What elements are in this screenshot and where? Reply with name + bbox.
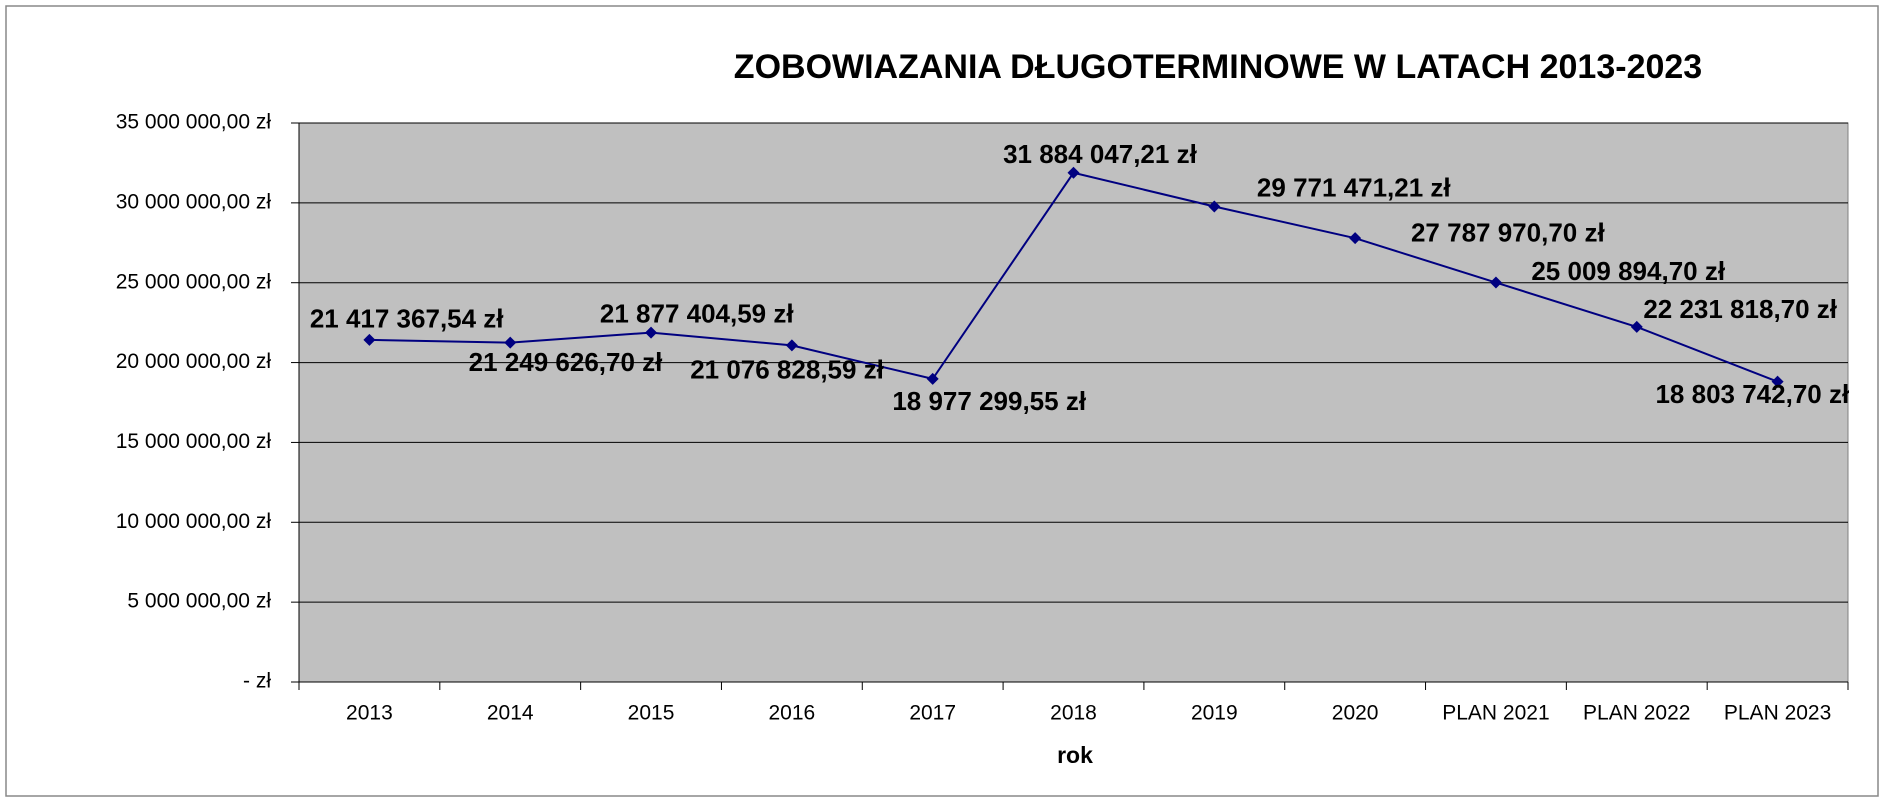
- y-tick-label: - zł: [243, 670, 271, 693]
- data-label: 21 417 367,54 zł: [310, 304, 504, 334]
- x-tick-label: 2019: [1191, 702, 1238, 725]
- x-axis-label: rok: [1057, 742, 1093, 768]
- y-tick-label: 20 000 000,00 zł: [116, 350, 272, 373]
- data-label: 29 771 471,21 zł: [1257, 173, 1451, 203]
- x-tick-label: 2013: [346, 702, 393, 725]
- x-tick-label: 2016: [769, 702, 816, 725]
- data-point: [1489, 276, 1502, 289]
- data-point: [1208, 200, 1221, 213]
- data-point: [1771, 375, 1784, 388]
- y-tick-label: 25 000 000,00 zł: [116, 270, 272, 293]
- x-tick-label: PLAN 2021: [1442, 702, 1549, 725]
- data-point: [1067, 166, 1080, 179]
- plot-area: [298, 122, 1849, 683]
- y-tick-label: 15 000 000,00 zł: [116, 430, 272, 453]
- data-point: [504, 336, 517, 349]
- x-tick-label: PLAN 2023: [1724, 702, 1831, 725]
- data-point: [1349, 232, 1362, 245]
- chart-title: ZOBOWIAZANIA DŁUGOTERMINOWE W LATACH 201…: [734, 48, 1702, 86]
- y-tick-label: 10 000 000,00 zł: [116, 510, 272, 533]
- x-tick-label: 2020: [1332, 702, 1379, 725]
- x-tick-label: 2017: [909, 702, 956, 725]
- data-point: [645, 326, 658, 339]
- y-tick-label: 35 000 000,00 zł: [116, 111, 272, 134]
- data-label: 21 076 828,59 zł: [690, 355, 884, 385]
- x-tick-label: 2018: [1050, 702, 1097, 725]
- data-point: [1630, 320, 1643, 333]
- data-label: 27 787 970,70 zł: [1411, 217, 1605, 247]
- data-label: 21 249 626,70 zł: [469, 347, 663, 377]
- y-tick-label: 30 000 000,00 zł: [116, 190, 272, 213]
- x-tick-label: 2014: [487, 702, 534, 725]
- data-label: 21 877 404,59 zł: [600, 299, 794, 329]
- data-label: 31 884 047,21 zł: [1003, 139, 1197, 169]
- data-label: 18 803 742,70 zł: [1655, 379, 1849, 409]
- x-tick-label: 2015: [628, 702, 675, 725]
- data-point: [363, 333, 376, 346]
- data-label: 18 977 299,55 zł: [892, 386, 1086, 416]
- x-tick-label: PLAN 2022: [1583, 702, 1690, 725]
- y-tick-label: 5 000 000,00 zł: [127, 590, 271, 613]
- data-label: 22 231 818,70 zł: [1643, 294, 1837, 324]
- data-point: [785, 339, 798, 352]
- data-point: [926, 372, 939, 385]
- data-label: 25 009 894,70 zł: [1531, 256, 1725, 286]
